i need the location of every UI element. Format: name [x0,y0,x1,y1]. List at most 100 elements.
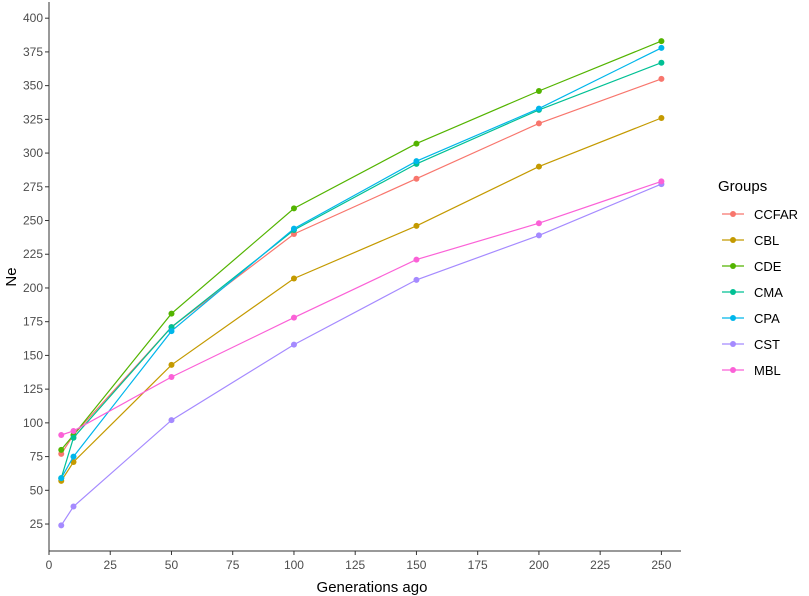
x-tick-label: 175 [468,558,488,572]
series-cma [58,59,665,482]
legend-item-cde: CDE [722,259,782,274]
data-point-mbl [658,178,665,185]
data-point-ccfar [413,175,420,182]
series-line-mbl [61,180,662,436]
legend-marker-cma [730,289,736,295]
x-axis-title: Generations ago [317,579,428,596]
legend-marker-cbl [730,237,736,243]
data-point-cbl [413,222,420,229]
x-tick-label: 200 [529,558,549,572]
y-tick-label: 375 [23,45,43,59]
data-point-cde [58,446,65,453]
data-point-cbl [168,361,175,368]
data-point-cpa [413,158,420,165]
legend-item-cbl: CBL [722,233,779,248]
x-tick-label: 125 [345,558,365,572]
data-point-cde [413,140,420,147]
legend: Groups CCFAR CBL CDE CMA CPA CST MBL [718,178,798,378]
series-line-cpa [60,47,662,479]
legend-label-mbl: MBL [754,363,781,378]
x-tick-label: 250 [651,558,671,572]
data-point-cst [58,522,65,529]
legend-marker-mbl [730,367,736,373]
legend-marker-ccfar [730,211,736,217]
x-tick-label: 75 [226,558,240,572]
legend-label-cst: CST [754,337,780,352]
y-tick-label: 275 [23,180,43,194]
y-tick-label: 400 [23,11,43,25]
legend-marker-cpa [730,315,736,321]
data-point-cde [535,88,542,95]
series-cpa [58,44,665,482]
data-point-ccfar [535,120,542,127]
legend-item-cma: CMA [722,285,783,300]
x-axis-ticks: 0 25 50 75 100 125 150 175 200 225 250 [46,551,672,572]
data-point-cst [413,276,420,283]
data-point-mbl [413,256,420,263]
data-point-cbl [535,163,542,170]
data-point-cpa [290,225,297,232]
legend-marker-cst [730,341,736,347]
series-line-cst [60,183,662,526]
axes [48,2,681,552]
data-point-cbl [290,275,297,282]
data-point-cde [168,310,175,317]
series-cbl [58,115,665,484]
data-point-cpa [658,44,665,51]
x-tick-label: 100 [284,558,304,572]
x-tick-label: 150 [406,558,426,572]
data-point-cpa [535,105,542,112]
legend-marker-cde [730,263,736,269]
data-point-cbl [658,115,665,122]
y-tick-label: 250 [23,214,43,228]
x-tick-label: 225 [590,558,610,572]
x-tick-label: 25 [104,558,118,572]
y-tick-label: 75 [30,450,44,464]
data-point-cma [70,434,77,441]
y-tick-label: 350 [23,79,43,93]
data-point-cst [168,417,175,424]
legend-item-mbl: MBL [722,363,781,378]
legend-label-cbl: CBL [754,233,779,248]
data-point-cst [290,341,297,348]
series-cde [58,38,665,453]
data-point-cde [290,205,297,212]
series-line-cma [60,62,662,479]
y-tick-label: 325 [23,112,43,126]
legend-item-ccfar: CCFAR [722,207,798,222]
series-ccfar [58,75,665,457]
data-point-cbl [70,458,77,465]
data-point-cpa [58,475,65,482]
series-cst [58,181,665,529]
legend-label-cma: CMA [754,285,783,300]
y-tick-label: 25 [30,517,44,531]
legend-label-cde: CDE [754,259,782,274]
legend-label-ccfar: CCFAR [754,207,798,222]
series-group [58,38,665,529]
data-point-mbl [290,314,297,321]
y-tick-label: 175 [23,315,43,329]
y-tick-label: 50 [30,483,44,497]
data-point-mbl [168,373,175,380]
legend-title: Groups [718,178,767,195]
data-point-cst [535,232,542,239]
data-point-cpa [168,328,175,335]
legend-item-cst: CST [722,337,780,352]
y-tick-label: 100 [23,416,43,430]
data-point-cma [658,59,665,66]
data-point-mbl [58,431,65,438]
data-point-cpa [70,453,77,460]
series-line-ccfar [60,78,662,455]
y-tick-label: 225 [23,247,43,261]
data-point-cst [70,503,77,510]
legend-item-cpa: CPA [722,311,780,326]
data-point-mbl [70,427,77,434]
y-axis-ticks: 25 50 75 100 125 150 175 200 225 250 275 300 325 350 3… [23,11,49,531]
y-tick-label: 125 [23,382,43,396]
data-point-ccfar [658,75,665,82]
y-axis-title: Ne [3,267,20,286]
x-tick-label: 0 [46,558,53,572]
y-tick-label: 200 [23,281,43,295]
y-tick-label: 300 [23,146,43,160]
